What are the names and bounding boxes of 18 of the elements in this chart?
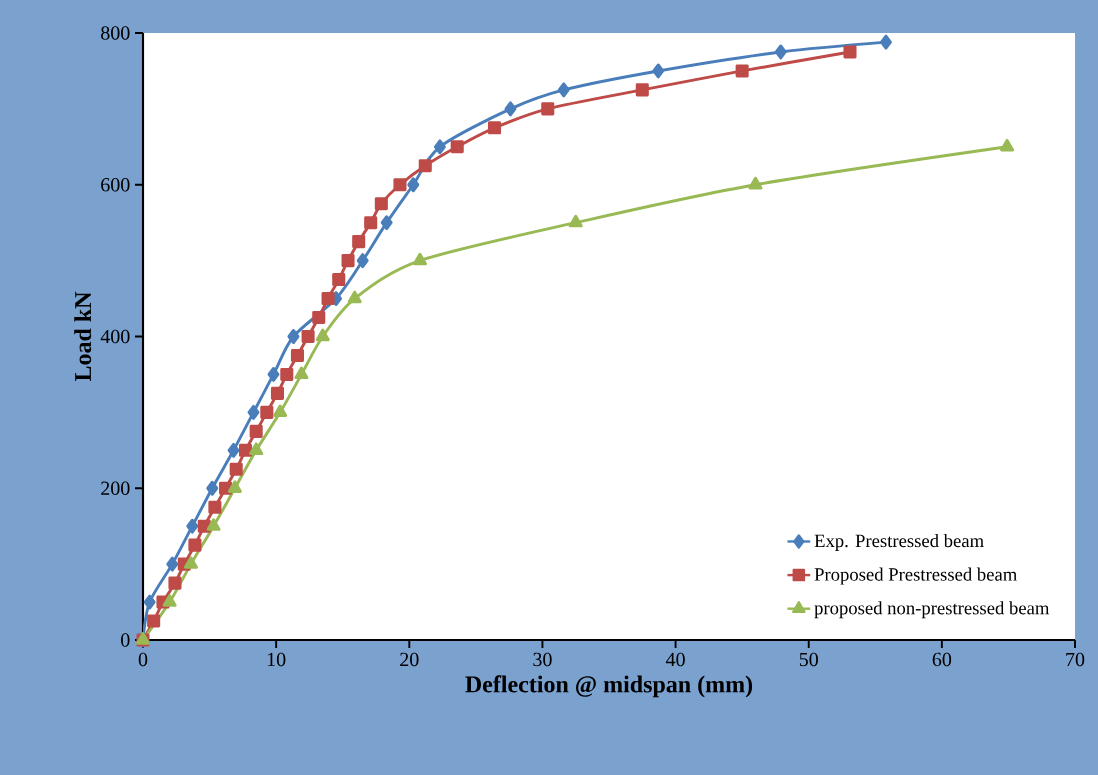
y-tick-label: 200 — [101, 481, 130, 495]
legend-label: Exp. Prestressed beam — [814, 533, 984, 551]
y-tick-label: 0 — [121, 633, 130, 647]
y-tick-label: 600 — [101, 178, 130, 192]
x-tick-label: 20 — [400, 652, 419, 667]
x-tick-label: 50 — [799, 652, 818, 667]
x-tick-label: 30 — [533, 652, 552, 667]
x-tick-label: 0 — [138, 652, 148, 667]
y-tick-label: 400 — [100, 329, 130, 344]
y-axis-title: Load kN — [74, 291, 92, 382]
x-tick-label: 60 — [932, 652, 952, 667]
legend-label: Proposed Prestressed beam — [814, 567, 1018, 585]
legend-label: proposed non-prestressed beam — [814, 601, 1050, 619]
x-axis-title: Deflection @ midspan (mm) — [465, 675, 753, 698]
x-tick-label: 40 — [665, 652, 685, 667]
y-tick-label: 800 — [101, 26, 130, 40]
x-tick-label: 10 — [267, 652, 286, 667]
x-tick-label: 70 — [1066, 652, 1085, 667]
